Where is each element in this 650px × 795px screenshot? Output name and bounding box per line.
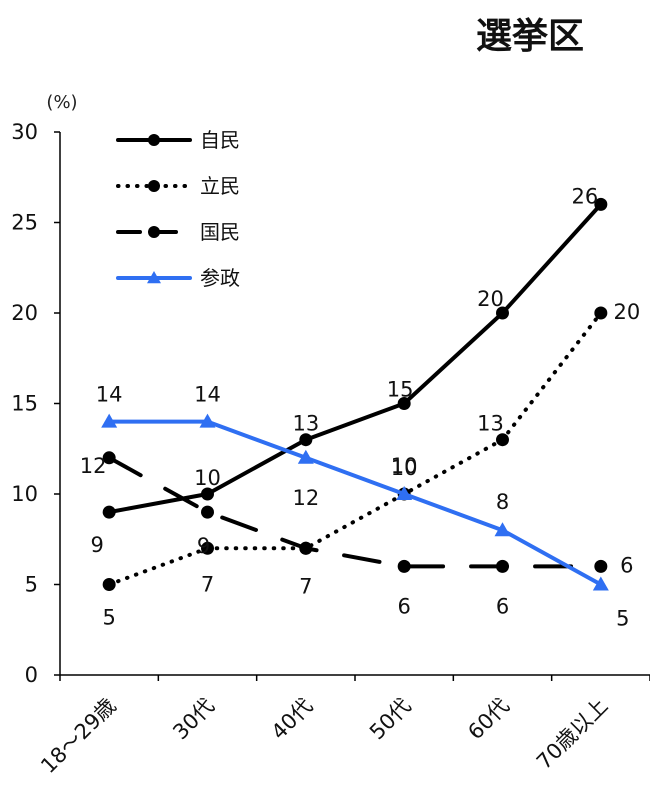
x-tick-label: 30代 (168, 694, 219, 745)
series-marker-1 (102, 578, 116, 591)
axes: 0 5 10 15 20 25 30 18～29歳 30代 40代 50代 60代 70歳以上 (11, 120, 650, 778)
series-marker-2 (299, 541, 313, 555)
legend-label-1: 立民 (200, 174, 240, 198)
data-label: 9 (90, 533, 103, 557)
series-line-0 (107, 202, 603, 515)
series-marker-3 (297, 449, 314, 464)
data-label: 9 (197, 534, 210, 558)
series-marker-1 (201, 541, 214, 555)
data-label: 15 (387, 378, 414, 402)
series-marker-0 (397, 397, 411, 410)
series-line-1 (107, 311, 603, 587)
data-label: 6 (397, 594, 410, 618)
data-label: 10 (391, 454, 418, 478)
data-label: 7 (201, 572, 214, 596)
data-label: 20 (477, 287, 504, 311)
legend-label-2: 国民 (200, 220, 240, 244)
series-marker-3 (592, 576, 609, 591)
y-tick-label: 30 (11, 120, 38, 144)
data-label: 6 (496, 594, 509, 618)
data-label: 12 (80, 454, 107, 478)
legend-marker-1 (148, 180, 160, 192)
x-tick-label: 18～29歳 (36, 694, 120, 778)
series-marker-2 (594, 559, 608, 573)
legend-marker-0 (148, 134, 160, 146)
data-label: 14 (194, 383, 221, 407)
y-tick-label: 15 (11, 392, 38, 416)
data-label: 10 (391, 456, 418, 480)
legend-marker-3 (147, 271, 161, 284)
data-label: 13 (292, 412, 319, 436)
data-label: 13 (477, 412, 504, 436)
data-label: 8 (496, 490, 509, 514)
data-label: 26 (571, 184, 598, 208)
series-marker-3 (494, 522, 511, 537)
x-tick-label: 50代 (365, 694, 416, 745)
x-tick-label: 70歳以上 (532, 694, 612, 774)
series-marker-3 (396, 486, 413, 500)
y-unit-label: (%) (46, 92, 77, 113)
x-tick-label: 40代 (267, 694, 318, 745)
series-marker-0 (201, 487, 214, 501)
y-tick-label: 5 (25, 573, 38, 597)
legend-label-0: 自民 (200, 128, 240, 152)
series-marker-2 (201, 505, 214, 519)
y-tick-label: 10 (11, 482, 38, 506)
data-label: 6 (620, 553, 633, 577)
series-marker-3 (199, 413, 216, 428)
series-marker-0 (594, 197, 608, 211)
y-tick-label: 0 (25, 663, 38, 687)
y-tick-label: 25 (11, 211, 38, 235)
legend-marker-2 (148, 226, 160, 238)
data-label: 5 (616, 607, 629, 631)
series-marker-2 (496, 559, 509, 573)
data-label: 10 (194, 466, 221, 490)
series-marker-0 (102, 505, 116, 519)
series-marker-2 (397, 559, 411, 573)
series-marker-0 (496, 306, 509, 320)
series-line-2 (107, 455, 603, 569)
data-label: 12 (292, 486, 319, 510)
series-line-3 (107, 419, 603, 587)
y-tick-label: 20 (11, 301, 38, 325)
series-marker-1 (594, 306, 608, 320)
data-label: 20 (613, 300, 640, 324)
series-marker-3 (101, 413, 118, 428)
series-marker-2 (102, 451, 116, 465)
data-label: 14 (96, 383, 123, 407)
data-label: 5 (102, 606, 115, 630)
series-marker-0 (299, 433, 313, 447)
chart-title: 選挙区 (476, 16, 584, 57)
legend-label-3: 参政 (200, 266, 240, 290)
series-layer (101, 197, 609, 591)
x-tick-label: 60代 (463, 694, 514, 745)
series-marker-1 (496, 433, 509, 447)
data-label: 7 (299, 574, 312, 598)
